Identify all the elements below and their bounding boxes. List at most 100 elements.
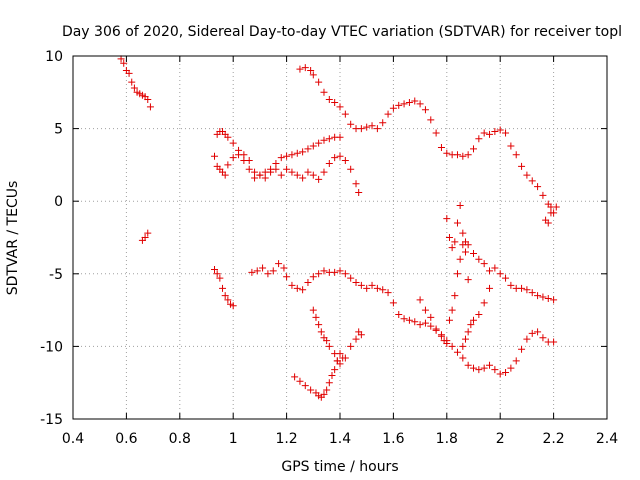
- data-point: [347, 120, 355, 128]
- axis-ticks: 0.4 0.6 0.8 1 1.2 1.4 1.6 1.8 2 2.2 2.4 -15 -10 -5 0 5 1…: [40, 49, 618, 447]
- data-point: [368, 122, 376, 130]
- data-point: [315, 175, 323, 183]
- data-point: [130, 84, 138, 92]
- series-arc-c: [213, 128, 344, 179]
- data-point: [347, 165, 355, 173]
- data-point: [453, 270, 461, 278]
- data-point: [323, 386, 331, 394]
- data-point: [534, 292, 542, 300]
- x-tick-label: 0.8: [169, 431, 191, 447]
- data-point: [470, 364, 477, 372]
- data-point: [432, 325, 440, 333]
- data-point: [507, 142, 515, 150]
- x-tick-label: 0.4: [62, 431, 84, 447]
- data-point: [459, 342, 467, 350]
- data-point: [395, 101, 403, 109]
- data-point: [336, 350, 344, 358]
- data-point: [245, 165, 253, 173]
- data-point: [491, 128, 499, 136]
- data-point: [528, 289, 536, 297]
- data-point: [480, 260, 488, 268]
- data-point: [411, 318, 419, 326]
- data-point: [528, 329, 536, 337]
- data-point: [475, 135, 483, 143]
- data-point: [544, 219, 552, 227]
- data-point: [347, 274, 355, 282]
- data-point: [379, 286, 387, 294]
- data-point: [451, 292, 459, 300]
- x-tick-label: 1.8: [436, 431, 458, 447]
- data-point: [518, 345, 526, 353]
- series-arc-j: [291, 350, 347, 401]
- data-point: [552, 203, 560, 211]
- data-point: [331, 268, 339, 276]
- series-arc-m: [443, 202, 472, 284]
- data-point: [325, 96, 333, 104]
- data-point: [496, 126, 504, 134]
- data-point: [507, 281, 515, 289]
- data-point: [320, 168, 328, 176]
- data-point: [421, 319, 429, 327]
- data-point: [146, 103, 154, 111]
- data-point: [421, 106, 429, 114]
- data-point: [341, 270, 349, 278]
- series-arc-k: [416, 238, 558, 347]
- data-point: [437, 143, 445, 151]
- data-point: [352, 180, 360, 188]
- data-point: [120, 59, 128, 67]
- data-point: [400, 100, 408, 108]
- data-point: [459, 354, 467, 362]
- data-point: [461, 248, 469, 256]
- data-point: [267, 168, 275, 176]
- data-point: [336, 133, 344, 141]
- data-point: [405, 316, 413, 324]
- series-arc-f: [542, 209, 555, 227]
- data-point: [240, 157, 248, 165]
- data-point: [299, 286, 307, 294]
- data-point: [427, 313, 435, 321]
- data-point: [443, 215, 451, 223]
- data-point: [539, 293, 547, 301]
- series-arc-h: [248, 260, 558, 378]
- data-point: [304, 145, 312, 153]
- data-point: [445, 316, 453, 324]
- y-tick-label: 5: [54, 122, 63, 138]
- data-point: [320, 136, 328, 144]
- data-point: [464, 276, 472, 284]
- data-point: [272, 165, 280, 173]
- data-point: [416, 296, 424, 304]
- data-point: [288, 151, 296, 159]
- data-point: [523, 171, 531, 179]
- data-point: [141, 234, 149, 241]
- data-point: [320, 88, 328, 96]
- data-point: [320, 390, 328, 398]
- data-point: [427, 116, 435, 124]
- data-point: [291, 373, 299, 381]
- x-tick-label: 1.2: [275, 431, 297, 447]
- data-point: [384, 289, 392, 297]
- data-point: [539, 191, 547, 199]
- data-point: [437, 331, 445, 339]
- data-point: [475, 366, 483, 374]
- data-point: [277, 171, 285, 179]
- data-point: [251, 174, 259, 182]
- data-point: [395, 310, 403, 318]
- data-point: [502, 129, 510, 137]
- data-point: [518, 284, 526, 292]
- data-point: [464, 361, 472, 369]
- data-point: [341, 110, 349, 118]
- data-point: [269, 267, 277, 275]
- data-point: [331, 366, 339, 374]
- data-point: [357, 281, 365, 289]
- data-point: [456, 202, 464, 210]
- data-point: [475, 255, 483, 263]
- data-point: [405, 98, 413, 106]
- data-point: [307, 67, 315, 75]
- data-point: [261, 174, 269, 182]
- data-point: [453, 219, 461, 227]
- data-point: [502, 369, 510, 377]
- data-point: [357, 125, 365, 133]
- data-point: [315, 270, 323, 278]
- data-point: [512, 151, 520, 159]
- data-point: [144, 229, 152, 237]
